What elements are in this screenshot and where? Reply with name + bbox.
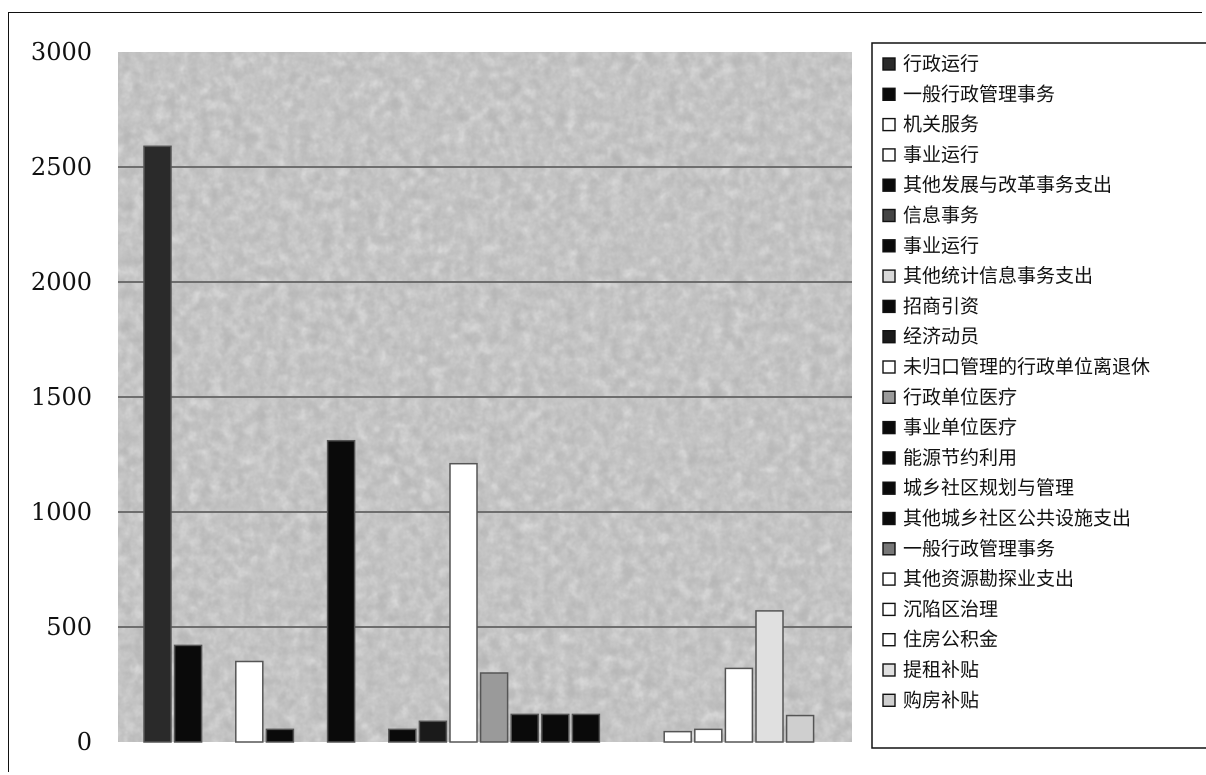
legend-swatch (882, 178, 896, 192)
bar (724, 667, 754, 743)
bar (449, 462, 478, 743)
legend-item: 行政运行 (882, 53, 979, 75)
y-tick-label: 2500 (31, 153, 92, 181)
legend-swatch (882, 269, 896, 283)
bar (541, 713, 570, 743)
bar (326, 439, 356, 743)
legend-swatch (882, 57, 896, 71)
bar (173, 644, 203, 743)
legend-item: 一般行政管理事务 (882, 538, 1055, 560)
legend-swatch (882, 481, 896, 495)
legend-swatch (882, 633, 896, 647)
bar (143, 145, 172, 743)
legend-swatch (882, 572, 896, 586)
legend-item: 住房公积金 (882, 629, 998, 651)
legend-swatch (882, 239, 896, 253)
bar (785, 714, 815, 743)
legend-box (871, 42, 1206, 749)
legend-item: 招商引资 (882, 295, 979, 317)
y-tick-label: 2000 (31, 268, 92, 296)
legend-label: 行政运行 (903, 53, 979, 75)
legend-item: 沉陷区治理 (882, 598, 998, 620)
bar (479, 672, 509, 743)
y-tick-label: 1500 (31, 383, 92, 411)
legend-label: 其他城乡社区公共设施支出 (903, 508, 1131, 530)
legend-label: 机关服务 (903, 114, 979, 136)
legend-label: 招商引资 (903, 295, 979, 317)
legend-swatch (882, 451, 896, 465)
legend-item: 事业运行 (882, 235, 979, 257)
legend-item: 经济动员 (882, 326, 979, 348)
chart-frame (8, 12, 1202, 772)
bar (755, 610, 784, 743)
bar (388, 728, 417, 743)
legend-item: 购房补贴 (882, 689, 979, 711)
y-tick-label: 3000 (31, 38, 92, 66)
legend-swatch (882, 87, 896, 102)
legend-swatch (882, 299, 896, 314)
legend-item: 其他资源勘探业支出 (882, 568, 1074, 590)
legend-item: 其他发展与改革事务支出 (882, 174, 1112, 196)
legend-label: 其他资源勘探业支出 (903, 568, 1074, 590)
legend-label: 事业运行 (903, 235, 979, 257)
legend-swatch (882, 420, 896, 435)
legend-swatch (882, 330, 896, 344)
bar (571, 713, 601, 743)
legend-label: 其他发展与改革事务支出 (903, 174, 1112, 196)
y-axis-tick-labels: 0 500 1000 1500 2000 2500 3000 (31, 38, 92, 756)
bar (694, 728, 723, 743)
y-tick-label: 0 (77, 728, 92, 756)
legend-label: 一般行政管理事务 (903, 83, 1055, 105)
legend-swatch (882, 602, 896, 617)
legend-item: 其他城乡社区公共设施支出 (882, 508, 1131, 530)
legend-item: 机关服务 (882, 114, 979, 136)
legend-item: 城乡社区规划与管理 (882, 477, 1074, 499)
legend-label: 购房补贴 (903, 689, 979, 711)
legend-item: 事业单位医疗 (882, 417, 1017, 439)
legend-label: 提租补贴 (903, 659, 979, 681)
y-tick-label: 1000 (31, 498, 92, 526)
legend-swatch (882, 663, 896, 677)
legend-swatch (882, 390, 896, 404)
legend-item: 信息事务 (882, 205, 979, 227)
legend-label: 经济动员 (903, 326, 979, 348)
legend-item: 能源节约利用 (882, 447, 1017, 469)
legend-label: 其他统计信息事务支出 (903, 265, 1093, 287)
legend-label: 未归口管理的行政单位离退休 (903, 356, 1150, 378)
legend-swatch (882, 693, 896, 707)
legend-item: 提租补贴 (882, 659, 979, 681)
legend-swatch (882, 208, 896, 223)
y-tick-label: 500 (46, 613, 92, 641)
bar (235, 660, 264, 743)
legend: 行政运行一般行政管理事务机关服务事业运行其他发展与改革事务支出信息事务事业运行其… (871, 42, 1206, 749)
legend-swatch (882, 148, 896, 162)
legend-item: 行政单位医疗 (882, 386, 1017, 408)
bar (418, 720, 448, 743)
bar (663, 730, 692, 743)
legend-swatch (882, 360, 896, 374)
legend-label: 事业单位医疗 (903, 417, 1017, 439)
legend-swatch (882, 117, 896, 132)
legend-label: 信息事务 (903, 205, 979, 227)
gridlines (118, 166, 852, 628)
legend-label: 住房公积金 (903, 629, 998, 651)
legend-label: 行政单位医疗 (903, 386, 1017, 408)
legend-label: 能源节约利用 (903, 447, 1017, 469)
legend-swatch (882, 542, 896, 556)
legend-label: 一般行政管理事务 (903, 538, 1055, 560)
legend-item: 事业运行 (882, 144, 979, 166)
legend-label: 事业运行 (903, 144, 979, 166)
legend-swatch (882, 511, 896, 526)
legend-item: 一般行政管理事务 (882, 83, 1055, 105)
bars (143, 145, 815, 743)
legend-item: 其他统计信息事务支出 (882, 265, 1093, 287)
legend-label: 城乡社区规划与管理 (903, 477, 1074, 499)
bar (265, 728, 295, 743)
bar (510, 713, 539, 743)
legend-item: 未归口管理的行政单位离退休 (882, 356, 1150, 378)
legend-label: 沉陷区治理 (903, 598, 998, 620)
